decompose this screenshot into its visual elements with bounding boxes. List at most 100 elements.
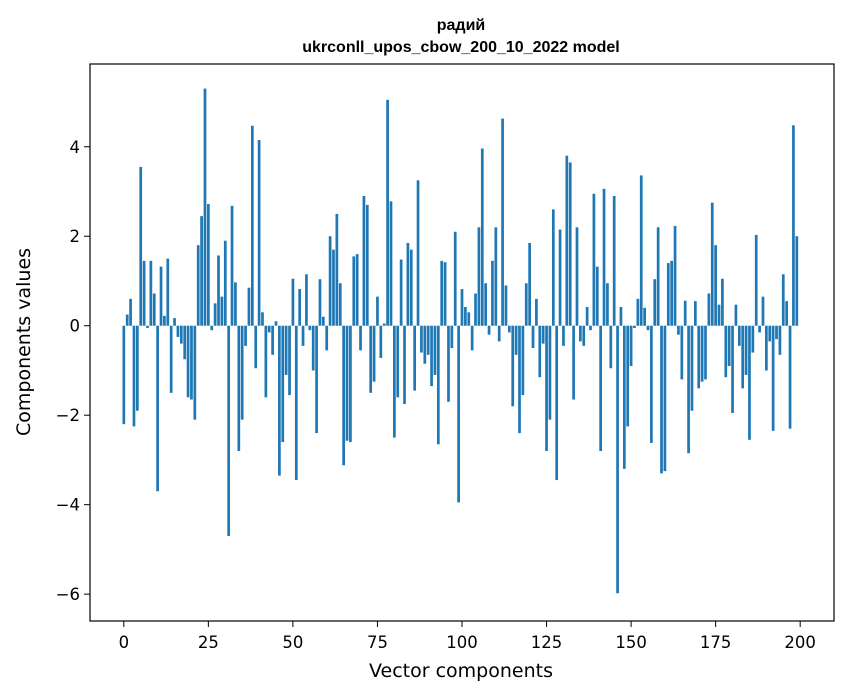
bar bbox=[453, 231, 457, 326]
bar bbox=[152, 293, 156, 326]
bar bbox=[386, 99, 389, 326]
bar bbox=[223, 240, 227, 326]
bar bbox=[413, 325, 417, 391]
y-tick-label: −6 bbox=[56, 585, 80, 604]
bar bbox=[795, 236, 799, 326]
bar bbox=[163, 315, 166, 326]
bar bbox=[203, 88, 207, 326]
bar bbox=[548, 325, 552, 420]
bar bbox=[409, 249, 413, 326]
y-axis-label: Components values bbox=[13, 248, 35, 436]
bar bbox=[372, 325, 376, 382]
bar bbox=[501, 118, 504, 326]
bar bbox=[748, 325, 751, 440]
bar bbox=[301, 325, 305, 346]
bar bbox=[484, 283, 488, 326]
bar bbox=[491, 260, 494, 326]
bar bbox=[220, 296, 224, 326]
bar bbox=[230, 205, 234, 326]
bar bbox=[612, 195, 616, 326]
bar bbox=[602, 188, 606, 326]
bar bbox=[139, 166, 143, 326]
bar bbox=[785, 301, 789, 326]
bar bbox=[271, 325, 274, 355]
bar bbox=[758, 325, 761, 333]
bar bbox=[362, 195, 366, 326]
bar bbox=[653, 279, 657, 326]
bar bbox=[663, 325, 667, 472]
bar bbox=[169, 325, 173, 393]
bar bbox=[436, 325, 440, 445]
bar bbox=[589, 325, 592, 331]
bar bbox=[677, 325, 680, 335]
bar bbox=[325, 325, 329, 351]
bar bbox=[514, 325, 518, 355]
bar bbox=[643, 307, 646, 326]
bar bbox=[731, 325, 734, 413]
bar bbox=[430, 325, 433, 387]
bar bbox=[629, 325, 633, 366]
bar bbox=[626, 325, 630, 427]
bar bbox=[135, 325, 139, 411]
bar bbox=[741, 325, 745, 389]
bar bbox=[176, 325, 180, 337]
bar bbox=[146, 325, 149, 328]
bar bbox=[792, 125, 795, 326]
bar bbox=[660, 325, 663, 474]
bar bbox=[237, 325, 241, 451]
bar bbox=[788, 325, 792, 429]
chart-title: радий bbox=[437, 17, 486, 34]
bar bbox=[399, 259, 403, 326]
bar bbox=[244, 325, 247, 346]
bar bbox=[555, 325, 559, 481]
bar bbox=[193, 325, 197, 420]
bar bbox=[690, 325, 694, 411]
bar bbox=[470, 325, 474, 351]
bar bbox=[355, 254, 359, 326]
bar bbox=[298, 289, 302, 326]
bar bbox=[122, 325, 126, 425]
bar bbox=[619, 306, 623, 326]
bar bbox=[416, 180, 420, 326]
bar bbox=[541, 325, 545, 344]
bars-layer bbox=[122, 88, 799, 594]
bar bbox=[575, 227, 579, 326]
bar bbox=[582, 325, 586, 346]
bar bbox=[433, 325, 437, 375]
bar bbox=[332, 249, 335, 326]
bar bbox=[687, 325, 690, 454]
bar bbox=[365, 204, 369, 326]
bar bbox=[771, 325, 775, 431]
bar bbox=[369, 325, 373, 393]
bar bbox=[321, 316, 325, 326]
bar bbox=[572, 325, 575, 400]
bar bbox=[721, 278, 724, 326]
bar bbox=[281, 325, 285, 443]
bar bbox=[179, 325, 183, 344]
bar bbox=[639, 175, 643, 326]
bar bbox=[535, 298, 538, 326]
bar bbox=[291, 278, 295, 326]
bar bbox=[595, 266, 599, 326]
bar bbox=[761, 296, 765, 326]
bar bbox=[423, 325, 427, 364]
bar bbox=[349, 325, 352, 443]
bar bbox=[396, 325, 400, 398]
x-axis-label: Vector components bbox=[369, 660, 553, 682]
bar bbox=[697, 325, 701, 389]
bar bbox=[443, 262, 447, 326]
bar bbox=[379, 325, 383, 358]
bar bbox=[294, 325, 298, 481]
bar bbox=[636, 298, 640, 326]
bar bbox=[707, 293, 711, 326]
bar bbox=[768, 325, 772, 342]
bar bbox=[656, 227, 660, 326]
bar bbox=[717, 304, 721, 326]
bar bbox=[359, 325, 362, 351]
bar bbox=[335, 213, 339, 326]
y-axis: −6 −4 −2 0 2 4 bbox=[56, 138, 90, 604]
bar bbox=[474, 293, 477, 326]
bar bbox=[751, 325, 755, 353]
y-tick-label: −2 bbox=[56, 406, 80, 425]
bar bbox=[754, 234, 758, 326]
